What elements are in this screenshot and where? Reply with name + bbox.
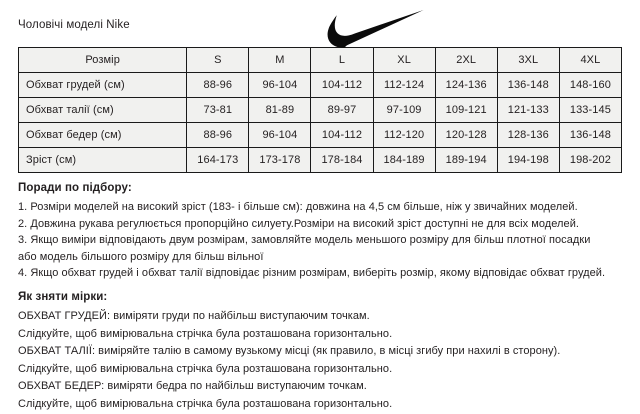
table-cell: 173-178 [248, 147, 312, 173]
table-cell: 89-97 [310, 97, 374, 123]
table-cell: 88-96 [186, 122, 250, 148]
table-cell: 120-128 [434, 122, 498, 148]
table-cell: 136-148 [496, 72, 560, 98]
table-cell: 136-148 [558, 122, 623, 148]
table-cell: 88-96 [186, 72, 250, 98]
table-cell: 184-189 [372, 147, 436, 173]
row-label: Зріст (см) [17, 147, 188, 173]
row-label: Обхват грудей (см) [17, 72, 188, 98]
table-header-cell: 2XL [434, 47, 498, 73]
fitting-tips-section: Поради по підбору: 1. Розміри моделей на… [18, 182, 630, 282]
table-row: Обхват талії (см) 73-81 81-89 89-97 97-1… [17, 97, 623, 123]
how-to-measure-heading: Як зняти мірки: [18, 291, 108, 303]
table-row: Обхват грудей (см) 88-96 96-104 104-112 … [17, 72, 623, 98]
table-cell: 121-133 [496, 97, 560, 123]
fitting-tip-line: 3. Якщо виміри відповідають двум розміра… [18, 234, 591, 247]
table-cell: 112-120 [372, 122, 436, 148]
table-header-cell: L [310, 47, 374, 73]
table-cell: 73-81 [186, 97, 250, 123]
table-header-row: Розмір S M L XL 2XL 3XL 4XL [17, 47, 623, 73]
table-cell: 178-184 [310, 147, 374, 173]
table-cell: 128-136 [496, 122, 560, 148]
table-cell: 96-104 [248, 72, 312, 98]
table-cell: 97-109 [372, 97, 436, 123]
size-table: Розмір S M L XL 2XL 3XL 4XL Обхват груде… [17, 47, 623, 173]
table-header-cell: 3XL [496, 47, 560, 73]
page-title: Чоловічі моделі Nike [18, 19, 130, 31]
table-cell: 104-112 [310, 122, 374, 148]
table-header-cell: M [248, 47, 312, 73]
table-cell: 133-145 [558, 97, 623, 123]
measure-line: Слідкуйте, щоб вимірювальна стрічка була… [18, 327, 393, 340]
table-header-cell: S [186, 47, 250, 73]
measure-line: ОБХВАТ ГРУДЕЙ: виміряти груди по найбіль… [18, 310, 370, 322]
table-cell: 81-89 [248, 97, 312, 123]
table-cell: 148-160 [558, 72, 623, 98]
size-table-container: Розмір S M L XL 2XL 3XL 4XL Обхват груде… [17, 47, 623, 173]
table-cell: 112-124 [372, 72, 436, 98]
how-to-measure-section: Як зняти мірки: ОБХВАТ ГРУДЕЙ: виміряти … [18, 291, 630, 414]
table-header-cell: XL [372, 47, 436, 73]
table-cell: 96-104 [248, 122, 312, 148]
table-header-cell: Розмір [17, 47, 188, 73]
fitting-tip-line: або модель більшого розміру для більш ві… [18, 250, 264, 263]
table-cell: 109-121 [434, 97, 498, 123]
measure-line: Слідкуйте, щоб вимірювальна стрічка була… [18, 397, 393, 410]
table-cell: 189-194 [434, 147, 498, 173]
fitting-tip-line: 1. Розміри моделей на високий зріст (183… [18, 201, 578, 213]
table-row: Обхват бедер (см) 88-96 96-104 104-112 1… [17, 122, 623, 148]
table-cell: 194-198 [496, 147, 560, 173]
table-cell: 198-202 [558, 147, 623, 173]
measure-line: ОБХВАТ БЕДЕР: виміряти бедра по найбільш… [18, 380, 367, 393]
measure-line: ОБХВАТ ТАЛІЇ: виміряйте талію в самому в… [18, 345, 561, 358]
fitting-tip-line: 4. Якщо обхват грудей і обхват талії від… [18, 267, 606, 280]
table-cell: 164-173 [186, 147, 250, 173]
table-cell: 124-136 [434, 72, 498, 98]
row-label: Обхват талії (см) [17, 97, 188, 123]
table-cell: 104-112 [310, 72, 374, 98]
nike-swoosh-icon [318, 7, 424, 51]
measure-line: Слідкуйте, щоб вимірювальна стрічка була… [18, 362, 393, 375]
row-label: Обхват бедер (см) [17, 122, 188, 148]
fitting-tips-heading: Поради по підбору: [18, 182, 132, 194]
table-row: Зріст (см) 164-173 173-178 178-184 184-1… [17, 147, 623, 173]
table-header-cell: 4XL [558, 47, 623, 73]
fitting-tip-line: 2. Довжина рукава регулюється пропорційн… [18, 217, 579, 230]
